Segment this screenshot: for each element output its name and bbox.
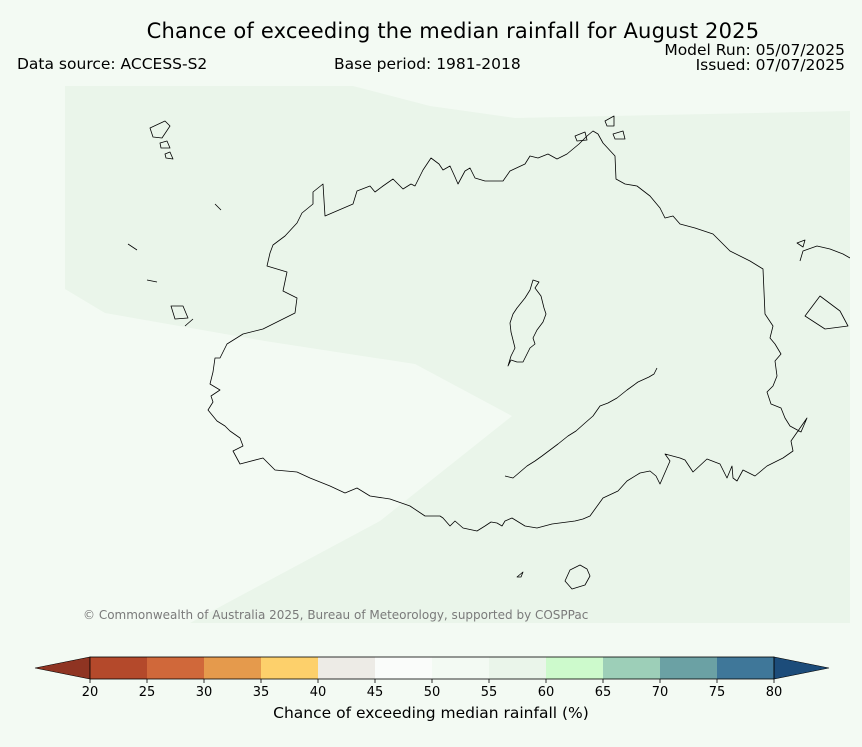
colorbar-bin bbox=[204, 657, 261, 679]
colorbar-bin-lower-extension bbox=[34, 656, 91, 680]
colorbar-bin bbox=[546, 657, 603, 679]
map-canvas bbox=[65, 86, 850, 623]
model-run-label: Model Run: 05/07/2025 bbox=[664, 41, 845, 59]
eastern-islet bbox=[796, 239, 806, 248]
colorbar-bin bbox=[603, 657, 660, 679]
western-reef-3 bbox=[214, 203, 222, 211]
colorbar-tick-label: 45 bbox=[367, 685, 384, 700]
northern-islet-2 bbox=[612, 130, 626, 140]
legend-label: Chance of exceeding median rainfall (%) bbox=[273, 704, 589, 722]
yasawa-islet-2 bbox=[159, 140, 171, 149]
viti-levu-coastline bbox=[207, 130, 808, 532]
mamanuca-islet bbox=[170, 305, 189, 320]
coastline-group bbox=[127, 115, 850, 590]
colorbar-bin bbox=[489, 657, 546, 679]
western-reef-1 bbox=[127, 243, 138, 251]
base-period-label: Base period: 1981-2018 bbox=[334, 55, 521, 73]
western-reef-2 bbox=[146, 279, 158, 283]
colorbar-tick-label: 20 bbox=[82, 685, 99, 700]
colorbar-tick-label: 65 bbox=[595, 685, 612, 700]
map-title: Chance of exceeding the median rainfall … bbox=[146, 19, 760, 43]
data-source-label: Data source: ACCESS-S2 bbox=[17, 55, 208, 73]
northern-islet-1 bbox=[574, 131, 588, 142]
colorbar-tick-label: 75 bbox=[709, 685, 726, 700]
legend-colorbar: 20 25 30 35 40 45 50 55 60 65 70 75 80 bbox=[34, 656, 830, 700]
colorbar-bin bbox=[432, 657, 489, 679]
yasawa-islet-3 bbox=[164, 151, 174, 160]
colorbar-bin bbox=[717, 657, 774, 679]
ovalau-island-coastline bbox=[507, 279, 547, 367]
colorbar-bin bbox=[261, 657, 318, 679]
colorbar-tick-label: 40 bbox=[310, 685, 327, 700]
copyright-notice: © Commonwealth of Australia 2025, Bureau… bbox=[83, 608, 589, 622]
colorbar-tick-label: 70 bbox=[652, 685, 669, 700]
colorbar-tick-label: 60 bbox=[538, 685, 555, 700]
kadavu-island-coastline bbox=[564, 564, 591, 590]
colorbar-bin bbox=[375, 657, 432, 679]
issued-label: Issued: 07/07/2025 bbox=[695, 56, 845, 74]
colorbar-tick-label: 80 bbox=[766, 685, 783, 700]
colorbar-tick-label: 25 bbox=[139, 685, 156, 700]
colorbar-tick-label: 30 bbox=[196, 685, 213, 700]
northern-islet-3 bbox=[604, 115, 615, 127]
colorbar-tick-label: 50 bbox=[424, 685, 441, 700]
lau-islet-1 bbox=[799, 245, 850, 262]
rainfall-map bbox=[65, 86, 850, 623]
colorbar-bin bbox=[660, 657, 717, 679]
colorbar-bin-upper-extension bbox=[773, 656, 830, 680]
colorbar-tick-label: 55 bbox=[481, 685, 498, 700]
probability-band-55-60-north bbox=[65, 86, 850, 623]
colorbar-tick-label: 35 bbox=[253, 685, 270, 700]
vanua-levu-coastline bbox=[504, 367, 658, 479]
western-reef-4 bbox=[184, 318, 194, 327]
colorbar-bin bbox=[147, 657, 204, 679]
yasawa-islet-1 bbox=[149, 120, 171, 139]
colorbar-bin bbox=[90, 657, 147, 679]
lau-islet-2 bbox=[804, 295, 849, 330]
colorbar-bin bbox=[318, 657, 375, 679]
southern-islet bbox=[516, 571, 524, 578]
